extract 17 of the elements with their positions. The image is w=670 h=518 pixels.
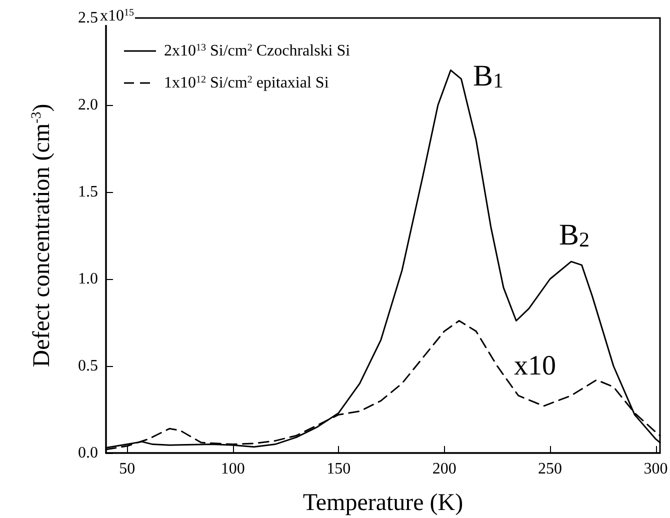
x-tick-label: 150 xyxy=(326,460,351,478)
y-tick-label: 0.0 xyxy=(78,444,98,462)
annotation: x10 xyxy=(514,350,556,382)
y-tick-label: 1.0 xyxy=(78,270,98,288)
x-tick-label: 300 xyxy=(644,460,668,478)
annotation: B2 xyxy=(559,218,590,252)
x-axis-title: Temperature (K) xyxy=(302,490,464,516)
x-tick-label: 50 xyxy=(119,460,136,478)
x-tick-label: 100 xyxy=(220,460,245,478)
y-tick-label: 2.5 xyxy=(78,10,98,26)
y-tick-label: 0.5 xyxy=(78,358,98,374)
y-tick-label: 2.0 xyxy=(78,96,98,114)
y-axis-title: Defect concentration (cm-3) xyxy=(29,104,55,368)
x-tick-label: 200 xyxy=(432,460,456,478)
annotation: B1 xyxy=(473,60,504,92)
x-tick-label: 250 xyxy=(538,460,562,478)
y-tick-label: 1.5 xyxy=(78,184,98,200)
